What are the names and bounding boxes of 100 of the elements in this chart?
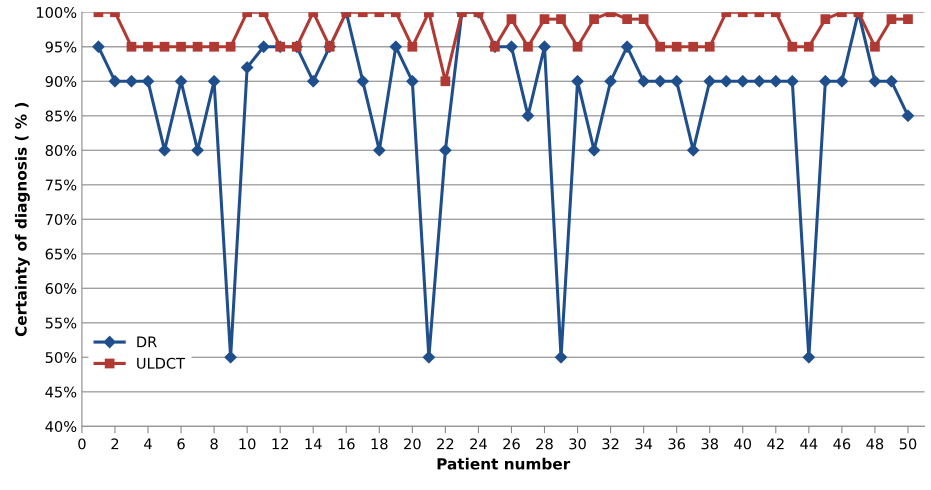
x-tick-label: 24	[470, 438, 487, 450]
x-tick-label: 32	[602, 438, 618, 450]
x-tick-label: 30	[569, 438, 586, 450]
point	[143, 42, 153, 52]
point	[108, 75, 122, 88]
point	[440, 76, 450, 86]
point	[258, 40, 270, 53]
point	[160, 42, 170, 52]
point	[356, 75, 369, 88]
legend-label: ULDCT	[137, 358, 186, 369]
point	[142, 75, 154, 88]
x-axis-title: Patient number	[438, 458, 570, 470]
point	[571, 75, 584, 88]
point	[556, 14, 566, 24]
y-tick-label: 85%	[46, 110, 76, 122]
x-tick-label: 2	[111, 438, 118, 450]
x-tick-label: 6	[177, 438, 185, 450]
point	[390, 40, 402, 53]
y-tick-label: 45%	[45, 386, 76, 398]
point	[670, 75, 683, 88]
point	[407, 42, 418, 52]
point	[523, 42, 533, 52]
point	[506, 14, 516, 24]
point	[655, 42, 666, 52]
point	[786, 75, 798, 88]
x-tick-label: 42	[767, 438, 784, 450]
y-tick-label: 60%	[46, 283, 76, 294]
y-tick-label: 70%	[46, 214, 76, 226]
x-tick-label: 22	[437, 438, 454, 450]
point	[621, 40, 634, 53]
point	[209, 42, 219, 52]
y-tick-label: 100%	[36, 6, 76, 18]
point	[226, 42, 236, 52]
point	[638, 14, 648, 24]
point	[422, 351, 435, 364]
point	[224, 351, 237, 364]
point	[802, 351, 815, 364]
point	[589, 14, 599, 24]
point	[654, 75, 666, 88]
point	[439, 144, 452, 156]
point	[554, 351, 568, 364]
y-tick-label: 65%	[46, 248, 76, 260]
point	[736, 75, 749, 88]
point	[720, 75, 732, 88]
point	[572, 42, 582, 52]
point	[307, 75, 320, 88]
point	[688, 42, 698, 52]
point	[902, 110, 914, 122]
x-tick-label: 34	[635, 438, 652, 450]
point	[903, 14, 913, 24]
x-tick-label: 46	[833, 438, 850, 450]
point	[770, 75, 782, 88]
x-tick-label: 38	[702, 438, 718, 450]
point	[836, 75, 848, 88]
point	[505, 40, 518, 53]
point	[540, 14, 550, 24]
point	[538, 40, 551, 53]
point	[672, 42, 682, 52]
x-tick-label: 48	[866, 438, 884, 450]
point	[787, 42, 798, 52]
point	[870, 42, 880, 52]
x-tick-label: 36	[668, 438, 686, 450]
x-tick-label: 16	[338, 438, 355, 450]
x-tick-label: 10	[239, 438, 256, 450]
point	[819, 75, 832, 88]
x-tick-label: 4	[144, 438, 152, 450]
x-tick-label: 44	[800, 438, 818, 450]
point	[885, 75, 898, 88]
x-tick-label: 14	[306, 438, 322, 450]
point	[192, 42, 202, 52]
x-tick-label: 40	[734, 438, 752, 450]
x-tick-label: 0	[78, 438, 86, 450]
point	[604, 75, 617, 88]
x-tick-label: 50	[900, 438, 916, 450]
y-tick-label: 75%	[46, 179, 76, 191]
x-tick-label: 18	[372, 438, 388, 450]
point	[704, 75, 716, 88]
point	[868, 75, 882, 88]
point	[638, 75, 650, 88]
point	[886, 14, 896, 24]
x-tick-label: 8	[210, 438, 218, 450]
point	[125, 75, 138, 88]
y-axis-title: Certainty of diagnosis ( % )	[14, 102, 30, 336]
legend-label: DR	[137, 336, 157, 348]
point	[176, 42, 186, 52]
point	[753, 75, 766, 88]
x-tick-label: 12	[272, 438, 288, 450]
point	[804, 42, 814, 52]
point	[241, 61, 254, 74]
x-tick-label: 26	[503, 438, 520, 450]
y-tick-label: 50%	[46, 352, 76, 364]
y-tick-label: 80%	[46, 144, 76, 156]
point	[820, 14, 830, 24]
point	[92, 40, 105, 53]
point	[126, 42, 136, 52]
point	[704, 42, 715, 52]
y-tick-label: 40%	[45, 421, 76, 432]
y-tick-label: 55%	[46, 318, 76, 329]
point	[622, 14, 632, 24]
x-tick-label: 28	[536, 438, 553, 450]
